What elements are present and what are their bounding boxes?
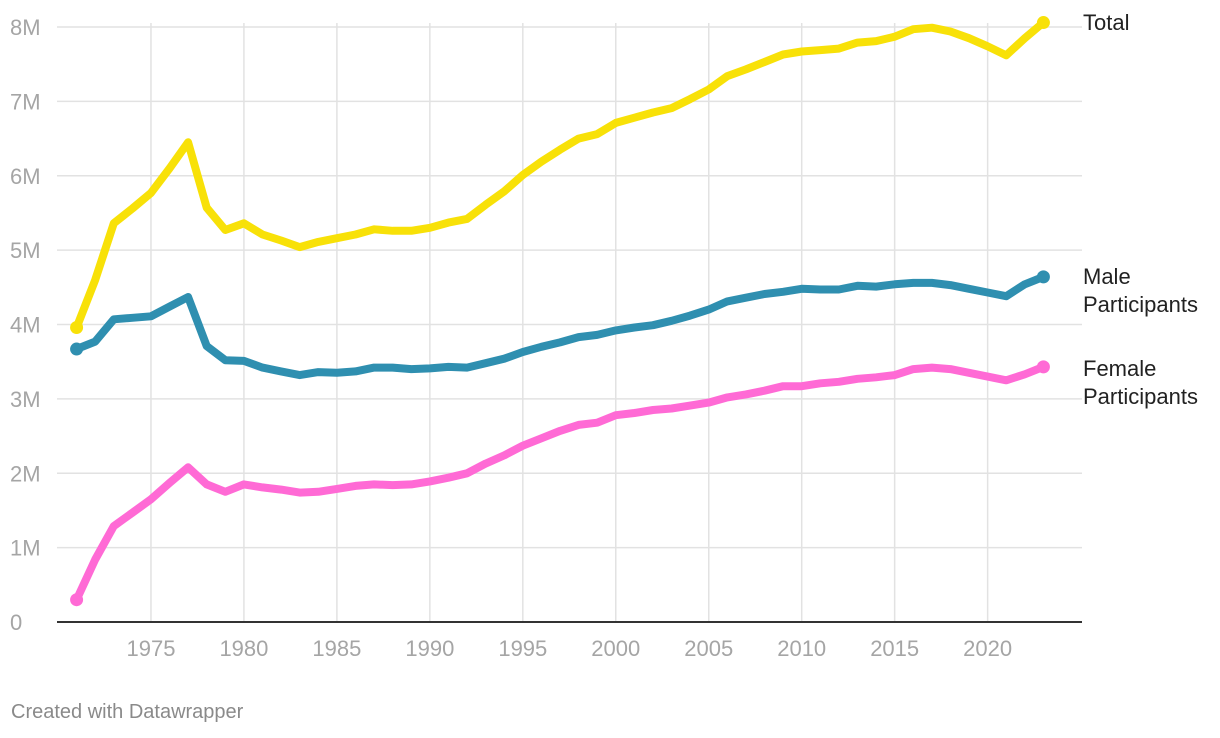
series-label-total: Total <box>1083 10 1129 35</box>
series-label-line: Male <box>1083 264 1131 289</box>
axes: 0 1M 2M 3M 4M 5M 6M 7M 8M 1975 1980 1985 1990 1995 200… <box>10 15 1082 661</box>
datawrapper-credit[interactable]: Created with Datawrapper <box>11 701 244 723</box>
series-end-dot-female-participants <box>1036 360 1050 374</box>
x-tick-label: 2015 <box>870 636 919 661</box>
series-start-dot-male-participants <box>70 342 84 356</box>
series-lines <box>70 16 1050 607</box>
x-tick-label: 2005 <box>684 636 733 661</box>
series-line-male-participants <box>72 272 1048 380</box>
x-tick-label: 1980 <box>219 636 268 661</box>
x-tick-label: 1995 <box>498 636 547 661</box>
x-tick-label: 2000 <box>591 636 640 661</box>
series-label-line: Total <box>1083 10 1129 35</box>
x-tick-label: 1975 <box>126 636 175 661</box>
series-label-line: Participants <box>1083 384 1198 409</box>
grid <box>57 23 1082 622</box>
x-tick-label: 2020 <box>963 636 1012 661</box>
series-label-female-participants: Female Participants <box>1083 356 1198 409</box>
series-start-dot-female-participants <box>70 593 84 607</box>
y-tick-label: 5M <box>10 238 41 263</box>
series-label-line: Female <box>1083 356 1156 381</box>
series-end-dot-male-participants <box>1036 270 1050 284</box>
x-tick-label: 1985 <box>312 636 361 661</box>
y-tick-label: 4M <box>10 313 41 338</box>
series-end-dot-total <box>1036 16 1050 30</box>
series-line-total <box>72 18 1048 332</box>
x-tick-label: 2010 <box>777 636 826 661</box>
y-tick-label: 1M <box>10 536 41 561</box>
y-tick-label: 0 <box>10 610 22 635</box>
y-tick-label: 7M <box>10 89 41 114</box>
y-tick-label: 8M <box>10 15 41 40</box>
series-line-female-participants <box>72 362 1048 604</box>
series-labels: Total Male Participants Female Participants <box>1083 10 1198 409</box>
series-start-dot-total <box>70 320 84 334</box>
y-tick-label: 6M <box>10 164 41 189</box>
series-label-male-participants: Male Participants <box>1083 264 1198 317</box>
y-tick-label: 2M <box>10 461 41 486</box>
series-label-line: Participants <box>1083 292 1198 317</box>
x-tick-label: 1990 <box>405 636 454 661</box>
y-tick-label: 3M <box>10 387 41 412</box>
